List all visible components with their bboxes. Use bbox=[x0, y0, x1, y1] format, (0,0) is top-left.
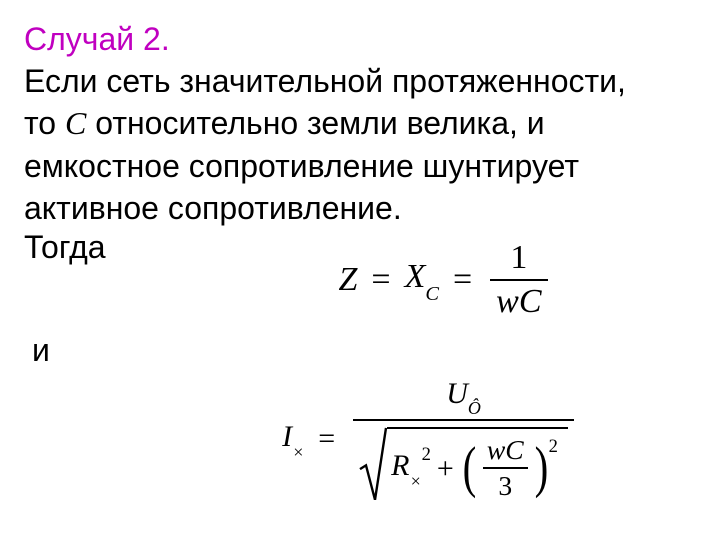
eq2-numerator: UÔ bbox=[432, 377, 495, 417]
body-line-3: емкостное сопротивление шунтирует bbox=[24, 145, 696, 187]
and-label: и bbox=[32, 332, 696, 369]
eq2-bar bbox=[353, 419, 574, 421]
eq2-plus: + bbox=[437, 452, 454, 485]
eq1-X: XC bbox=[405, 258, 439, 301]
eq1-Z: Z bbox=[338, 261, 357, 299]
lparen-icon: ( bbox=[463, 444, 477, 492]
rparen-icon: ) bbox=[534, 444, 548, 492]
body-line-2: то С относительно земли велика, и bbox=[24, 102, 696, 144]
eq1-equals-1: = bbox=[371, 261, 390, 299]
eq1-bar bbox=[490, 279, 547, 281]
slide-content: Случай 2. Если сеть значительной протяже… bbox=[0, 0, 720, 501]
eq2-fraction: UÔ R×2 + bbox=[353, 377, 574, 501]
eq2-R: R×2 bbox=[391, 449, 431, 487]
eq2-inner-fraction: wC 3 bbox=[483, 435, 528, 502]
body-l2-var: С bbox=[65, 105, 86, 141]
eq2-inner-bar bbox=[483, 467, 528, 469]
equation-1-row: Тогда Z = XC = 1 wC bbox=[24, 229, 696, 320]
body-line-4: активное сопротивление. bbox=[24, 187, 696, 229]
eq2-I: I× bbox=[282, 420, 304, 458]
case-heading: Случай 2. bbox=[24, 18, 696, 60]
eq2-outer-exp: 2 bbox=[549, 437, 558, 457]
eq2-paren-term: ( wC 3 ) 2 bbox=[460, 435, 560, 502]
eq2-inner-den: 3 bbox=[494, 471, 516, 501]
body-line-1: Если сеть значительной протяженности, bbox=[24, 60, 696, 102]
body-l2-pre: то bbox=[24, 105, 65, 141]
eq1-den: wC bbox=[490, 283, 547, 320]
eq2-denominator: R×2 + ( wC 3 ) 2 bbox=[353, 423, 574, 502]
eq2-sqrt: R×2 + ( wC 3 ) 2 bbox=[359, 427, 568, 502]
eq2-equals: = bbox=[318, 422, 335, 456]
eq2-inner-num: wC bbox=[483, 435, 528, 465]
eq1-fraction: 1 wC bbox=[490, 239, 547, 320]
eq2-radicand: R×2 + ( wC 3 ) 2 bbox=[387, 427, 568, 502]
then-label: Тогда bbox=[24, 229, 106, 266]
body-l2-post: относительно земли велика, и bbox=[86, 105, 544, 141]
sqrt-sign-icon bbox=[359, 427, 387, 502]
eq1-num: 1 bbox=[504, 239, 533, 276]
equation-1: Z = XC = 1 wC bbox=[194, 229, 696, 320]
eq1-equals-2: = bbox=[453, 261, 472, 299]
equation-2: I× = UÔ bbox=[164, 377, 696, 501]
